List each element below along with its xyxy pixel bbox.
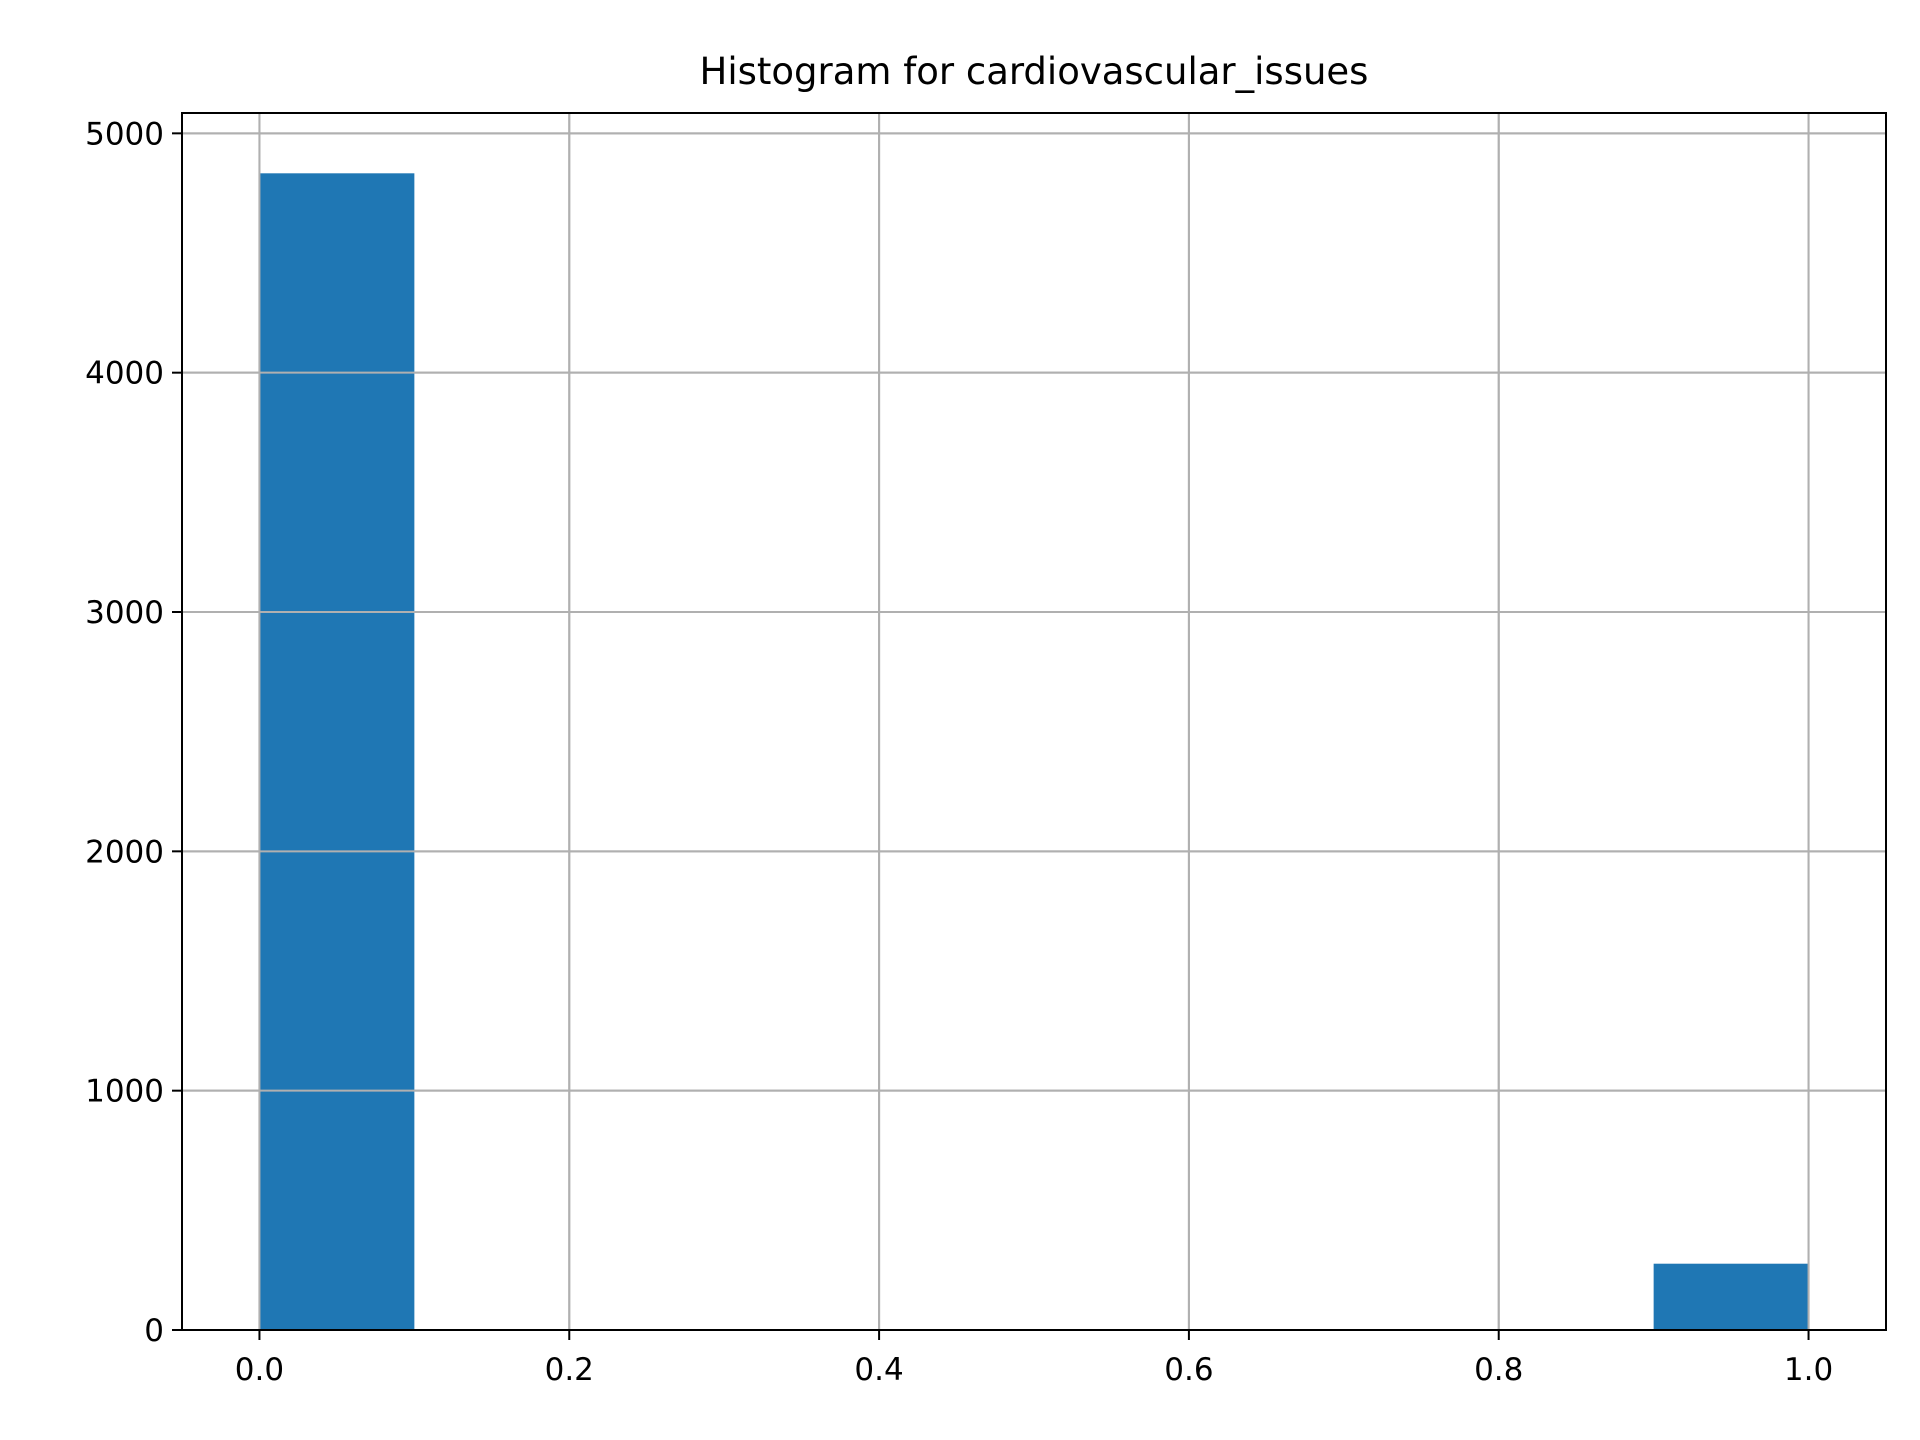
x-tick-label: 1.0 bbox=[1784, 1352, 1833, 1388]
axis-ticks bbox=[172, 132, 1810, 1340]
y-tick-label: 5000 bbox=[85, 116, 164, 152]
chart-title: Histogram for cardiovascular_issues bbox=[700, 50, 1369, 93]
x-tick-label: 0.8 bbox=[1474, 1352, 1523, 1388]
x-tick-label: 0.0 bbox=[235, 1352, 284, 1388]
histogram-bar bbox=[259, 173, 415, 1330]
histogram-bar bbox=[1653, 1263, 1809, 1330]
y-tick-label: 0 bbox=[144, 1313, 164, 1349]
x-tick-label: 0.4 bbox=[854, 1352, 903, 1388]
plot-frame bbox=[181, 112, 1887, 1331]
y-tick-label: 3000 bbox=[85, 595, 164, 631]
x-tick-label: 0.2 bbox=[545, 1352, 594, 1388]
tick-labels: 0.0 0.2 0.4 0.6 0.8 1.0 0 1000 2000 3000 4000 5000 bbox=[85, 116, 1833, 1388]
y-tick-label: 4000 bbox=[85, 356, 164, 392]
y-tick-label: 1000 bbox=[85, 1074, 164, 1110]
histogram-bars bbox=[182, 113, 1886, 1331]
x-tick-label: 0.6 bbox=[1164, 1352, 1213, 1388]
y-tick-label: 2000 bbox=[85, 834, 164, 870]
